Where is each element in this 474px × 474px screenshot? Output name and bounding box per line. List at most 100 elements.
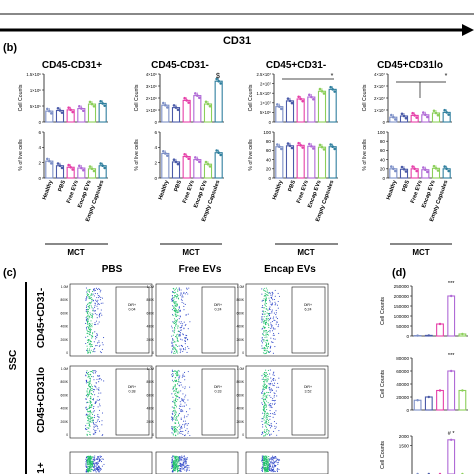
- category-label: PBS: [288, 179, 298, 192]
- flow-event: [261, 469, 263, 471]
- flow-event: [268, 423, 270, 426]
- flow-event: [171, 393, 173, 395]
- data-point: [56, 162, 60, 165]
- flow-event: [97, 303, 99, 305]
- flow-plot-frame: [245, 283, 329, 357]
- flow-event: [92, 376, 94, 378]
- flow-event: [183, 321, 185, 323]
- flow-event: [182, 296, 184, 298]
- flow-event: [261, 345, 263, 347]
- flow-event: [266, 319, 268, 321]
- flow-event: [98, 460, 100, 462]
- data-point: [90, 102, 94, 106]
- flow-event: [174, 401, 176, 403]
- flow-event: [176, 372, 178, 374]
- flow-event: [187, 414, 189, 416]
- flow-event: [263, 339, 265, 341]
- flow-event: [86, 320, 88, 322]
- flow-event: [176, 340, 178, 342]
- flow-event: [177, 309, 180, 311]
- data-point: [422, 166, 425, 169]
- flow-event: [176, 462, 178, 464]
- flow-event: [265, 345, 268, 347]
- flow-event: [184, 415, 186, 417]
- flow-event: [275, 460, 277, 462]
- flow-event: [262, 327, 264, 329]
- flow-y-tick: 600K: [147, 393, 155, 397]
- flow-event: [273, 333, 275, 335]
- flow-event: [171, 325, 173, 327]
- flow-event: [175, 390, 177, 393]
- flow-event: [179, 428, 181, 430]
- flow-event: [89, 413, 91, 415]
- flow-event: [171, 341, 173, 343]
- flow-event: [184, 402, 186, 404]
- data-point: [436, 113, 440, 117]
- flow-event: [266, 429, 268, 431]
- flow-event: [175, 319, 177, 321]
- flow-event: [268, 425, 270, 427]
- flow-event: [261, 378, 263, 380]
- flow-event: [185, 323, 187, 326]
- flow-event: [92, 333, 94, 335]
- flow-event: [87, 394, 89, 396]
- flow-event: [185, 459, 187, 461]
- flow-event: [261, 300, 263, 302]
- flow-event: [268, 413, 270, 415]
- data-point: [426, 170, 429, 174]
- flow-event: [171, 379, 174, 381]
- flow-event: [174, 295, 177, 297]
- flow-event: [171, 374, 173, 376]
- flow-event: [93, 426, 95, 428]
- dir-gate: [115, 286, 150, 354]
- flow-event: [270, 463, 272, 465]
- flow-event: [87, 372, 90, 374]
- flow-event: [182, 347, 185, 350]
- flow-event: [269, 389, 271, 391]
- flow-event: [274, 379, 276, 381]
- flow-event: [178, 392, 180, 394]
- flow-event: [175, 344, 177, 346]
- flow-event: [266, 346, 268, 348]
- flow-y-tick: 200K: [147, 420, 155, 424]
- flow-event: [172, 352, 175, 354]
- flow-event: [268, 468, 270, 470]
- flow-event: [89, 390, 91, 392]
- flow-event: [185, 404, 187, 406]
- data-point: [103, 104, 106, 107]
- flow-event: [86, 321, 89, 323]
- flow-event: [90, 421, 92, 423]
- flow-event: [89, 465, 91, 467]
- flow-event: [96, 342, 99, 344]
- flow-event: [277, 292, 279, 295]
- flow-plot-frame: [155, 365, 239, 439]
- flow-event: [266, 397, 268, 399]
- data-point: [443, 108, 446, 112]
- data-point: [312, 147, 315, 150]
- flow-event: [91, 456, 93, 458]
- flow-event: [172, 433, 174, 435]
- flow-event: [177, 414, 180, 416]
- flow-event: [274, 319, 276, 321]
- flow-event: [96, 420, 98, 422]
- flow-event: [175, 305, 177, 307]
- flow-event: [93, 410, 95, 412]
- flow-event: [94, 385, 96, 387]
- flow-event: [177, 327, 179, 329]
- flow-event: [262, 462, 264, 464]
- flow-event: [273, 334, 275, 336]
- flow-event: [174, 295, 176, 297]
- flow-event: [173, 318, 176, 320]
- flow-event: [176, 336, 178, 338]
- flow-event: [264, 383, 266, 385]
- flow-event: [264, 330, 266, 332]
- flow-event: [88, 296, 90, 298]
- flow-event: [97, 468, 99, 470]
- flow-event: [91, 324, 93, 327]
- data-point: [71, 110, 74, 114]
- flow-event: [87, 309, 90, 311]
- flow-event: [174, 393, 176, 395]
- flow-event: [89, 391, 91, 393]
- flow-event: [171, 465, 174, 467]
- flow-event: [261, 375, 263, 377]
